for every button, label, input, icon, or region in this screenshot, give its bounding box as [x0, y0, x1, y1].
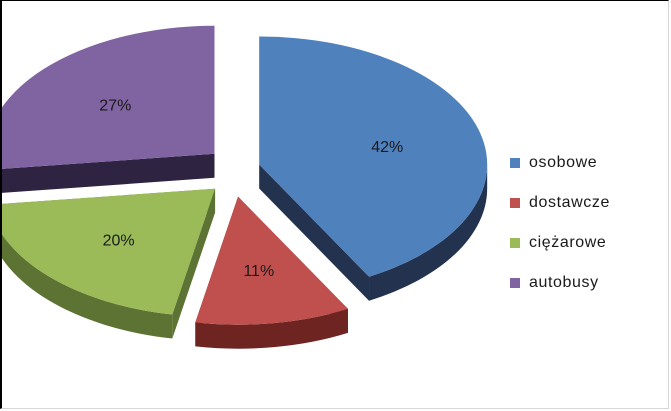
slice-top-autobusy: [2, 25, 215, 169]
legend-label: dostawcze: [529, 194, 610, 211]
legend-item-autobusy: autobusy: [510, 273, 660, 293]
slice-top-dostawcze: [195, 196, 348, 325]
legend-swatch-dostawcze: [510, 198, 520, 208]
chart-legend: osobowe dostawcze ciężarowe autobusy: [510, 153, 660, 313]
legend-swatch-ciezarowe: [510, 238, 520, 248]
slice-side-wall: [172, 188, 216, 339]
slice-side-wall: [2, 153, 215, 193]
data-label-autobusy: 27%: [99, 98, 131, 115]
data-label-ciezarowe: 20%: [103, 233, 135, 250]
legend-item-osobowe: osobowe: [510, 153, 660, 173]
data-label-osobowe: 42%: [371, 139, 403, 156]
pie-slice-ciezarowe: [2, 188, 216, 339]
legend-label: autobusy: [529, 274, 599, 291]
data-label-dostawcze: 11%: [243, 263, 274, 280]
pie-slice-autobusy: [2, 25, 215, 193]
legend-item-dostawcze: dostawcze: [510, 193, 660, 213]
slice-top-osobowe: [259, 36, 488, 277]
legend-label: osobowe: [529, 154, 598, 171]
pie-slice-dostawcze: [195, 196, 348, 349]
slice-side-wall: [259, 164, 370, 301]
legend-swatch-autobusy: [510, 278, 520, 288]
slice-top-ciezarowe: [2, 188, 216, 315]
pie-slice-osobowe: [259, 36, 488, 301]
slice-outer-side: [369, 164, 488, 301]
legend-item-ciezarowe: ciężarowe: [510, 233, 660, 253]
legend-label: ciężarowe: [529, 234, 607, 251]
legend-swatch-osobowe: [510, 158, 520, 168]
slice-outer-side: [195, 308, 348, 349]
slice-outer-side: [2, 234, 173, 339]
